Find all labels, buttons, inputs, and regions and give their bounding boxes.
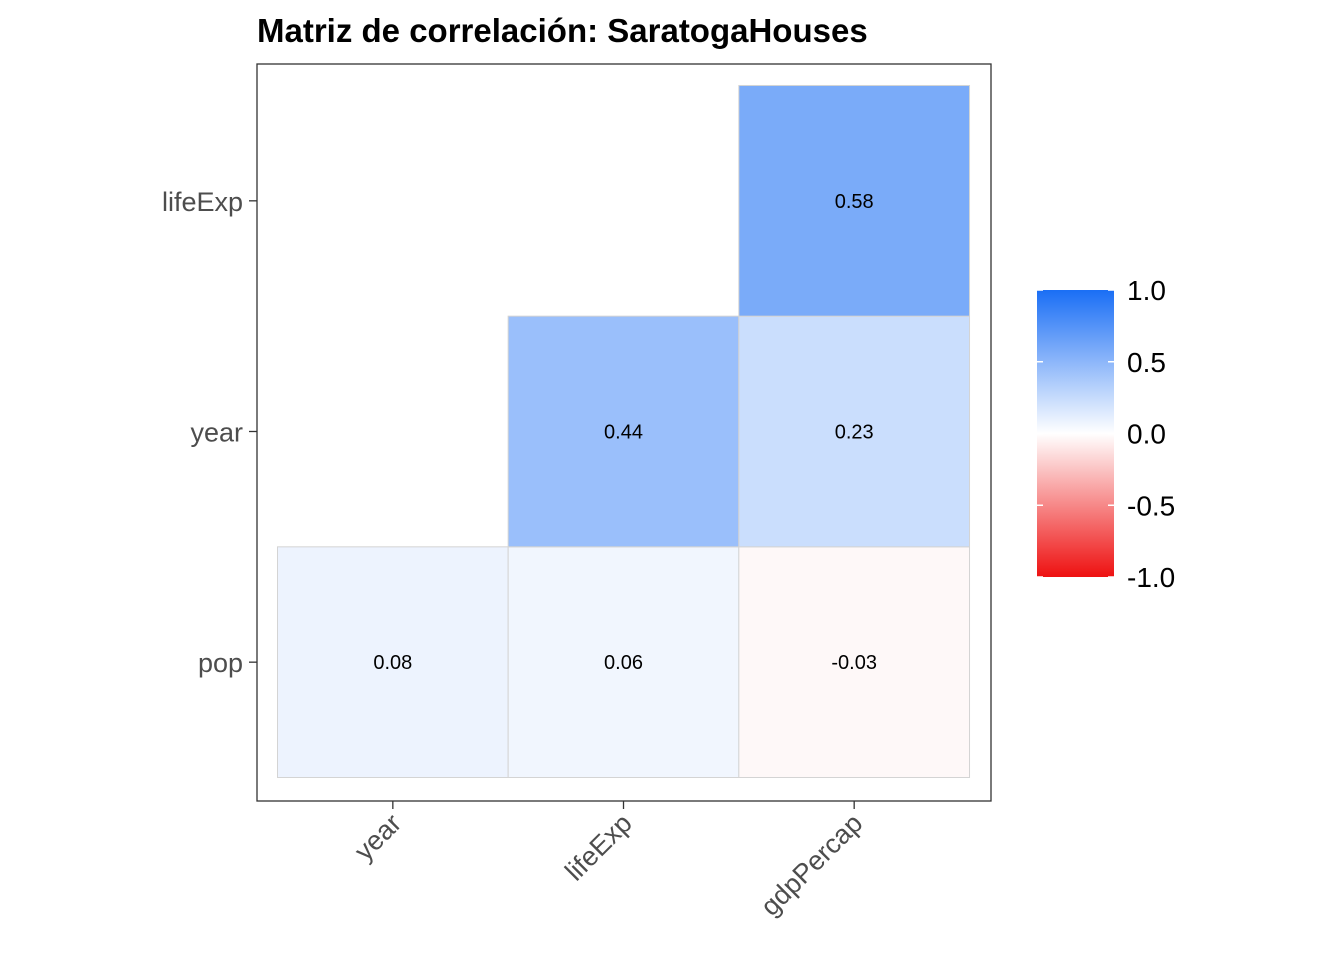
heatmap-cell-lifeExp-pop [507, 546, 740, 779]
legend-tick-label: -0.5 [1127, 490, 1175, 521]
heatmap-cell-lifeExp-year [507, 315, 740, 548]
y-tick-label-lifeExp: lifeExp [162, 187, 243, 217]
cell-value-label: 0.44 [604, 421, 643, 443]
cell-value-label: 0.23 [835, 421, 874, 443]
x-tick-label-lifeExp: lifeExp [559, 808, 638, 887]
y-tick-label-pop: pop [198, 648, 243, 678]
chart-title: Matriz de correlación: SaratogaHouses [257, 12, 868, 49]
x-axis: year lifeExp gdpPercap [349, 801, 869, 922]
cell-value-label: 0.08 [373, 652, 412, 674]
x-tick-label-year: year [349, 808, 407, 866]
cell-value-label: 0.58 [835, 191, 874, 213]
legend-colorbar [1037, 290, 1114, 577]
cell-value-label: 0.06 [604, 652, 643, 674]
x-tick-label-gdpPercap: gdpPercap [755, 808, 869, 922]
y-tick-label-year: year [190, 417, 243, 447]
heatmap-cells: 0.08 0.06 -0.03 0.44 0.23 0.58 [277, 84, 971, 779]
legend-tick-label: -1.0 [1127, 562, 1175, 593]
color-legend: 1.0 0.5 0.0 -0.5 -1.0 [1037, 275, 1175, 593]
cell-value-label: -0.03 [831, 652, 877, 674]
heatmap-cell-gdpPercap-year [738, 315, 971, 548]
heatmap-cell-gdpPercap-lifeExp [738, 84, 971, 317]
legend-tick-label: 0.0 [1127, 419, 1166, 450]
y-axis: pop year lifeExp [162, 187, 257, 678]
heatmap-cell-year-pop [277, 546, 509, 779]
legend-tick-label: 1.0 [1127, 275, 1166, 306]
legend-tick-label: 0.5 [1127, 347, 1166, 378]
